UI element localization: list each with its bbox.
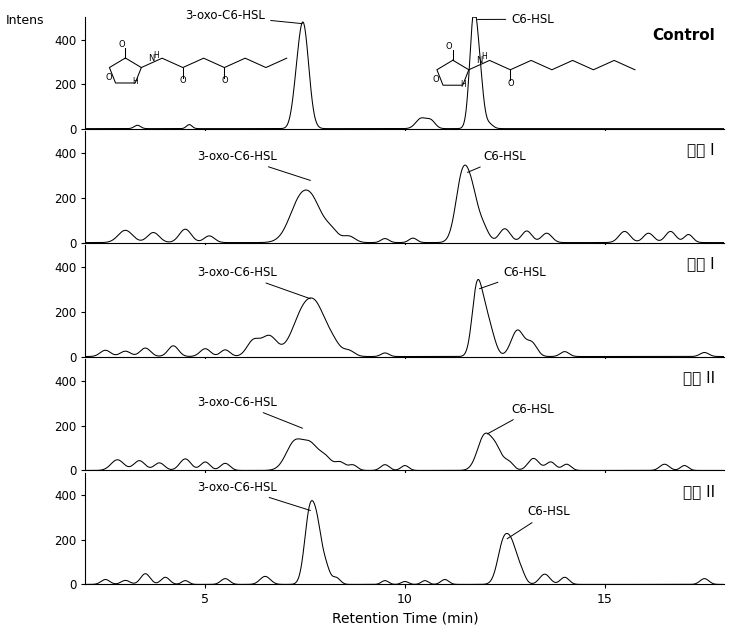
Text: Control: Control <box>652 28 715 43</box>
Text: O: O <box>118 40 125 49</box>
Text: 석류 II: 석류 II <box>683 484 715 499</box>
Text: O: O <box>180 77 186 85</box>
Text: O: O <box>221 77 227 85</box>
Text: 양하 II: 양하 II <box>683 370 715 385</box>
Text: O: O <box>432 75 439 84</box>
Text: H: H <box>460 80 466 89</box>
Text: 3-oxo-C6-HSL: 3-oxo-C6-HSL <box>185 10 302 24</box>
Text: 3-oxo-C6-HSL: 3-oxo-C6-HSL <box>197 150 311 181</box>
Text: C6-HSL: C6-HSL <box>467 150 526 172</box>
Text: C6-HSL: C6-HSL <box>479 266 546 289</box>
Text: 3-oxo-C6-HSL: 3-oxo-C6-HSL <box>197 481 311 510</box>
Text: C6-HSL: C6-HSL <box>478 13 554 26</box>
Text: O: O <box>507 78 513 87</box>
Text: N: N <box>476 56 482 64</box>
Text: 양하 I: 양하 I <box>687 142 715 158</box>
Text: 3-oxo-C6-HSL: 3-oxo-C6-HSL <box>197 266 311 299</box>
Text: C6-HSL: C6-HSL <box>487 403 554 434</box>
Text: H: H <box>132 77 138 86</box>
Text: O: O <box>106 73 112 82</box>
Text: H: H <box>481 52 487 61</box>
Text: 3-oxo-C6-HSL: 3-oxo-C6-HSL <box>197 396 302 428</box>
Text: 석류 I: 석류 I <box>687 256 715 271</box>
Text: H: H <box>154 50 160 59</box>
Text: C6-HSL: C6-HSL <box>507 505 570 538</box>
X-axis label: Retention Time (min): Retention Time (min) <box>331 612 478 626</box>
Text: N: N <box>149 54 155 63</box>
Text: Intens: Intens <box>6 14 45 27</box>
Text: O: O <box>446 42 452 51</box>
